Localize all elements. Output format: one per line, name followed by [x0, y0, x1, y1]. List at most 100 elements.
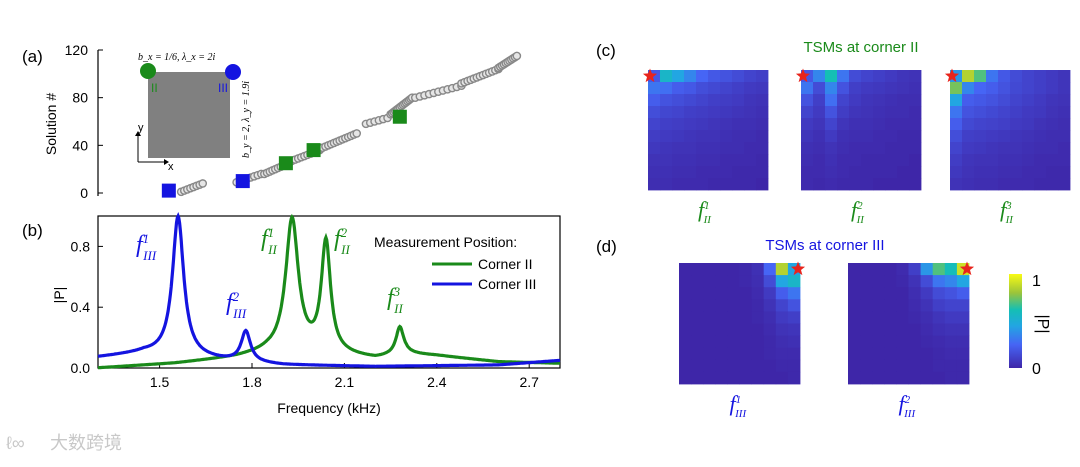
- heatmap-cell: [739, 371, 752, 385]
- heatmap-cell: [775, 299, 789, 312]
- heatmap-cell: [897, 142, 910, 155]
- heatmap-cell: [932, 335, 946, 349]
- heatmap-cell: [648, 142, 661, 155]
- solution-point: [352, 129, 362, 138]
- source-star-icon: [944, 68, 960, 83]
- heatmap-cell: [884, 311, 897, 324]
- heatmap-cell: [679, 323, 692, 336]
- heatmap-cell: [703, 299, 716, 312]
- heatmap-cell: [787, 323, 801, 336]
- heatmap-cell: [956, 359, 970, 373]
- ticks-b: 1.5 1.8 2.1 2.4 2.7 0.0 0.4 0.8: [71, 238, 540, 390]
- heatmap-cell: [986, 130, 999, 143]
- heatmap-cell: [691, 323, 704, 336]
- inset-by-label: b_y = 2, λ_y = 1.9i: [241, 81, 252, 158]
- heatmap-cell: [751, 287, 765, 300]
- heatmap-cell: [950, 154, 963, 167]
- heatmap-cell: [684, 118, 697, 131]
- heatmap-cell: [848, 371, 861, 385]
- heatmap-cell: [787, 371, 801, 385]
- panel-label-a: (a): [22, 47, 43, 66]
- heatmap-cell: [703, 311, 716, 324]
- heatmap-cell: [920, 347, 934, 361]
- heatmap-cell: [787, 359, 801, 373]
- heatmap-cell: [944, 347, 958, 361]
- heatmap-cell: [848, 347, 861, 361]
- heatmap-label: f1 II: [698, 197, 712, 226]
- heatmap-cell: [872, 347, 885, 361]
- heatmap-cell: [909, 154, 922, 167]
- heatmap-cell: [998, 142, 1011, 155]
- xlabel-b: Frequency (kHz): [277, 400, 380, 416]
- heatmap-cell: [897, 82, 910, 95]
- heatmap-cell: [708, 82, 721, 95]
- heatmap-cell: [950, 118, 963, 131]
- panel-label-b: (b): [22, 221, 43, 240]
- heatmap-cell: [751, 299, 765, 312]
- heatmap-cell: [763, 263, 777, 276]
- heatmap-cell: [756, 142, 769, 155]
- heatmap-cell: [885, 178, 898, 191]
- heatmap-cell: [872, 275, 885, 288]
- heatmap-cell: [696, 94, 709, 107]
- heatmap-cell: [920, 371, 934, 385]
- heatmap-cell: [849, 94, 862, 107]
- heatmap-cell: [873, 142, 886, 155]
- heatmap-cell: [920, 263, 934, 276]
- heatmap-cell: [897, 166, 910, 179]
- heatmap-cell: [715, 275, 728, 288]
- heatmap-cell: [744, 166, 757, 179]
- heatmap-cell: [849, 142, 862, 155]
- heatmap-cell: [884, 335, 897, 349]
- heatmap-cell: [813, 118, 826, 131]
- heatmap-cell: [751, 311, 765, 324]
- heatmap-cell: [648, 118, 661, 131]
- heatmap-cell: [691, 347, 704, 361]
- heatmap-cell: [696, 166, 709, 179]
- heatmap-cell: [739, 263, 752, 276]
- heatmap-cell: [872, 263, 885, 276]
- heatmap-cell: [974, 178, 987, 191]
- heatmap-cell: [715, 323, 728, 336]
- heatmap-cell: [998, 154, 1011, 167]
- heatmap-cell: [885, 154, 898, 167]
- panel-label-c: (c): [596, 41, 616, 60]
- heatmap-cell: [861, 106, 874, 119]
- heatmap-cell: [974, 166, 987, 179]
- heatmap-cell: [744, 118, 757, 131]
- heatmap-cell: [1022, 154, 1035, 167]
- heatmap-cell: [909, 130, 922, 143]
- heatmap-cell: [691, 335, 704, 349]
- heatmap-cell: [998, 118, 1011, 131]
- heatmap-cell: [691, 311, 704, 324]
- heatmap-cell: [727, 263, 740, 276]
- source-star-icon: [642, 68, 658, 83]
- heatmap-cell: [920, 359, 934, 373]
- heatmap-cell: [873, 82, 886, 95]
- heatmap-cell: [744, 82, 757, 95]
- heatmap-cell: [672, 142, 685, 155]
- heatmap-cell: [751, 359, 765, 373]
- heatmap-cell: [872, 287, 885, 300]
- heatmap-cell: [1058, 154, 1071, 167]
- heatmap-cell: [672, 82, 685, 95]
- xtick-label-b: 1.8: [242, 374, 262, 390]
- heatmap-cell: [885, 118, 898, 131]
- heatmap-cell: [974, 82, 987, 95]
- heatmap-cell: [909, 178, 922, 191]
- source-star-icon: [790, 261, 806, 276]
- heatmap-cell: [825, 70, 838, 83]
- heatmap-cell: [696, 106, 709, 119]
- heatmap-cell: [837, 154, 850, 167]
- heatmap-cell: [861, 154, 874, 167]
- heatmap-cell: [787, 347, 801, 361]
- colorbar-label: |P|: [1034, 315, 1051, 334]
- heatmap-cell: [1010, 94, 1023, 107]
- legend: Measurement Position: Corner II Corner I…: [374, 234, 536, 292]
- heatmap-cell: [1022, 70, 1035, 83]
- heatmap-cell: [896, 347, 909, 361]
- heatmaps-corner-iii: f1 III f2 III: [679, 261, 975, 420]
- heatmap-cell: [909, 94, 922, 107]
- heatmap-cell: [696, 70, 709, 83]
- heatmap-cell: [720, 70, 733, 83]
